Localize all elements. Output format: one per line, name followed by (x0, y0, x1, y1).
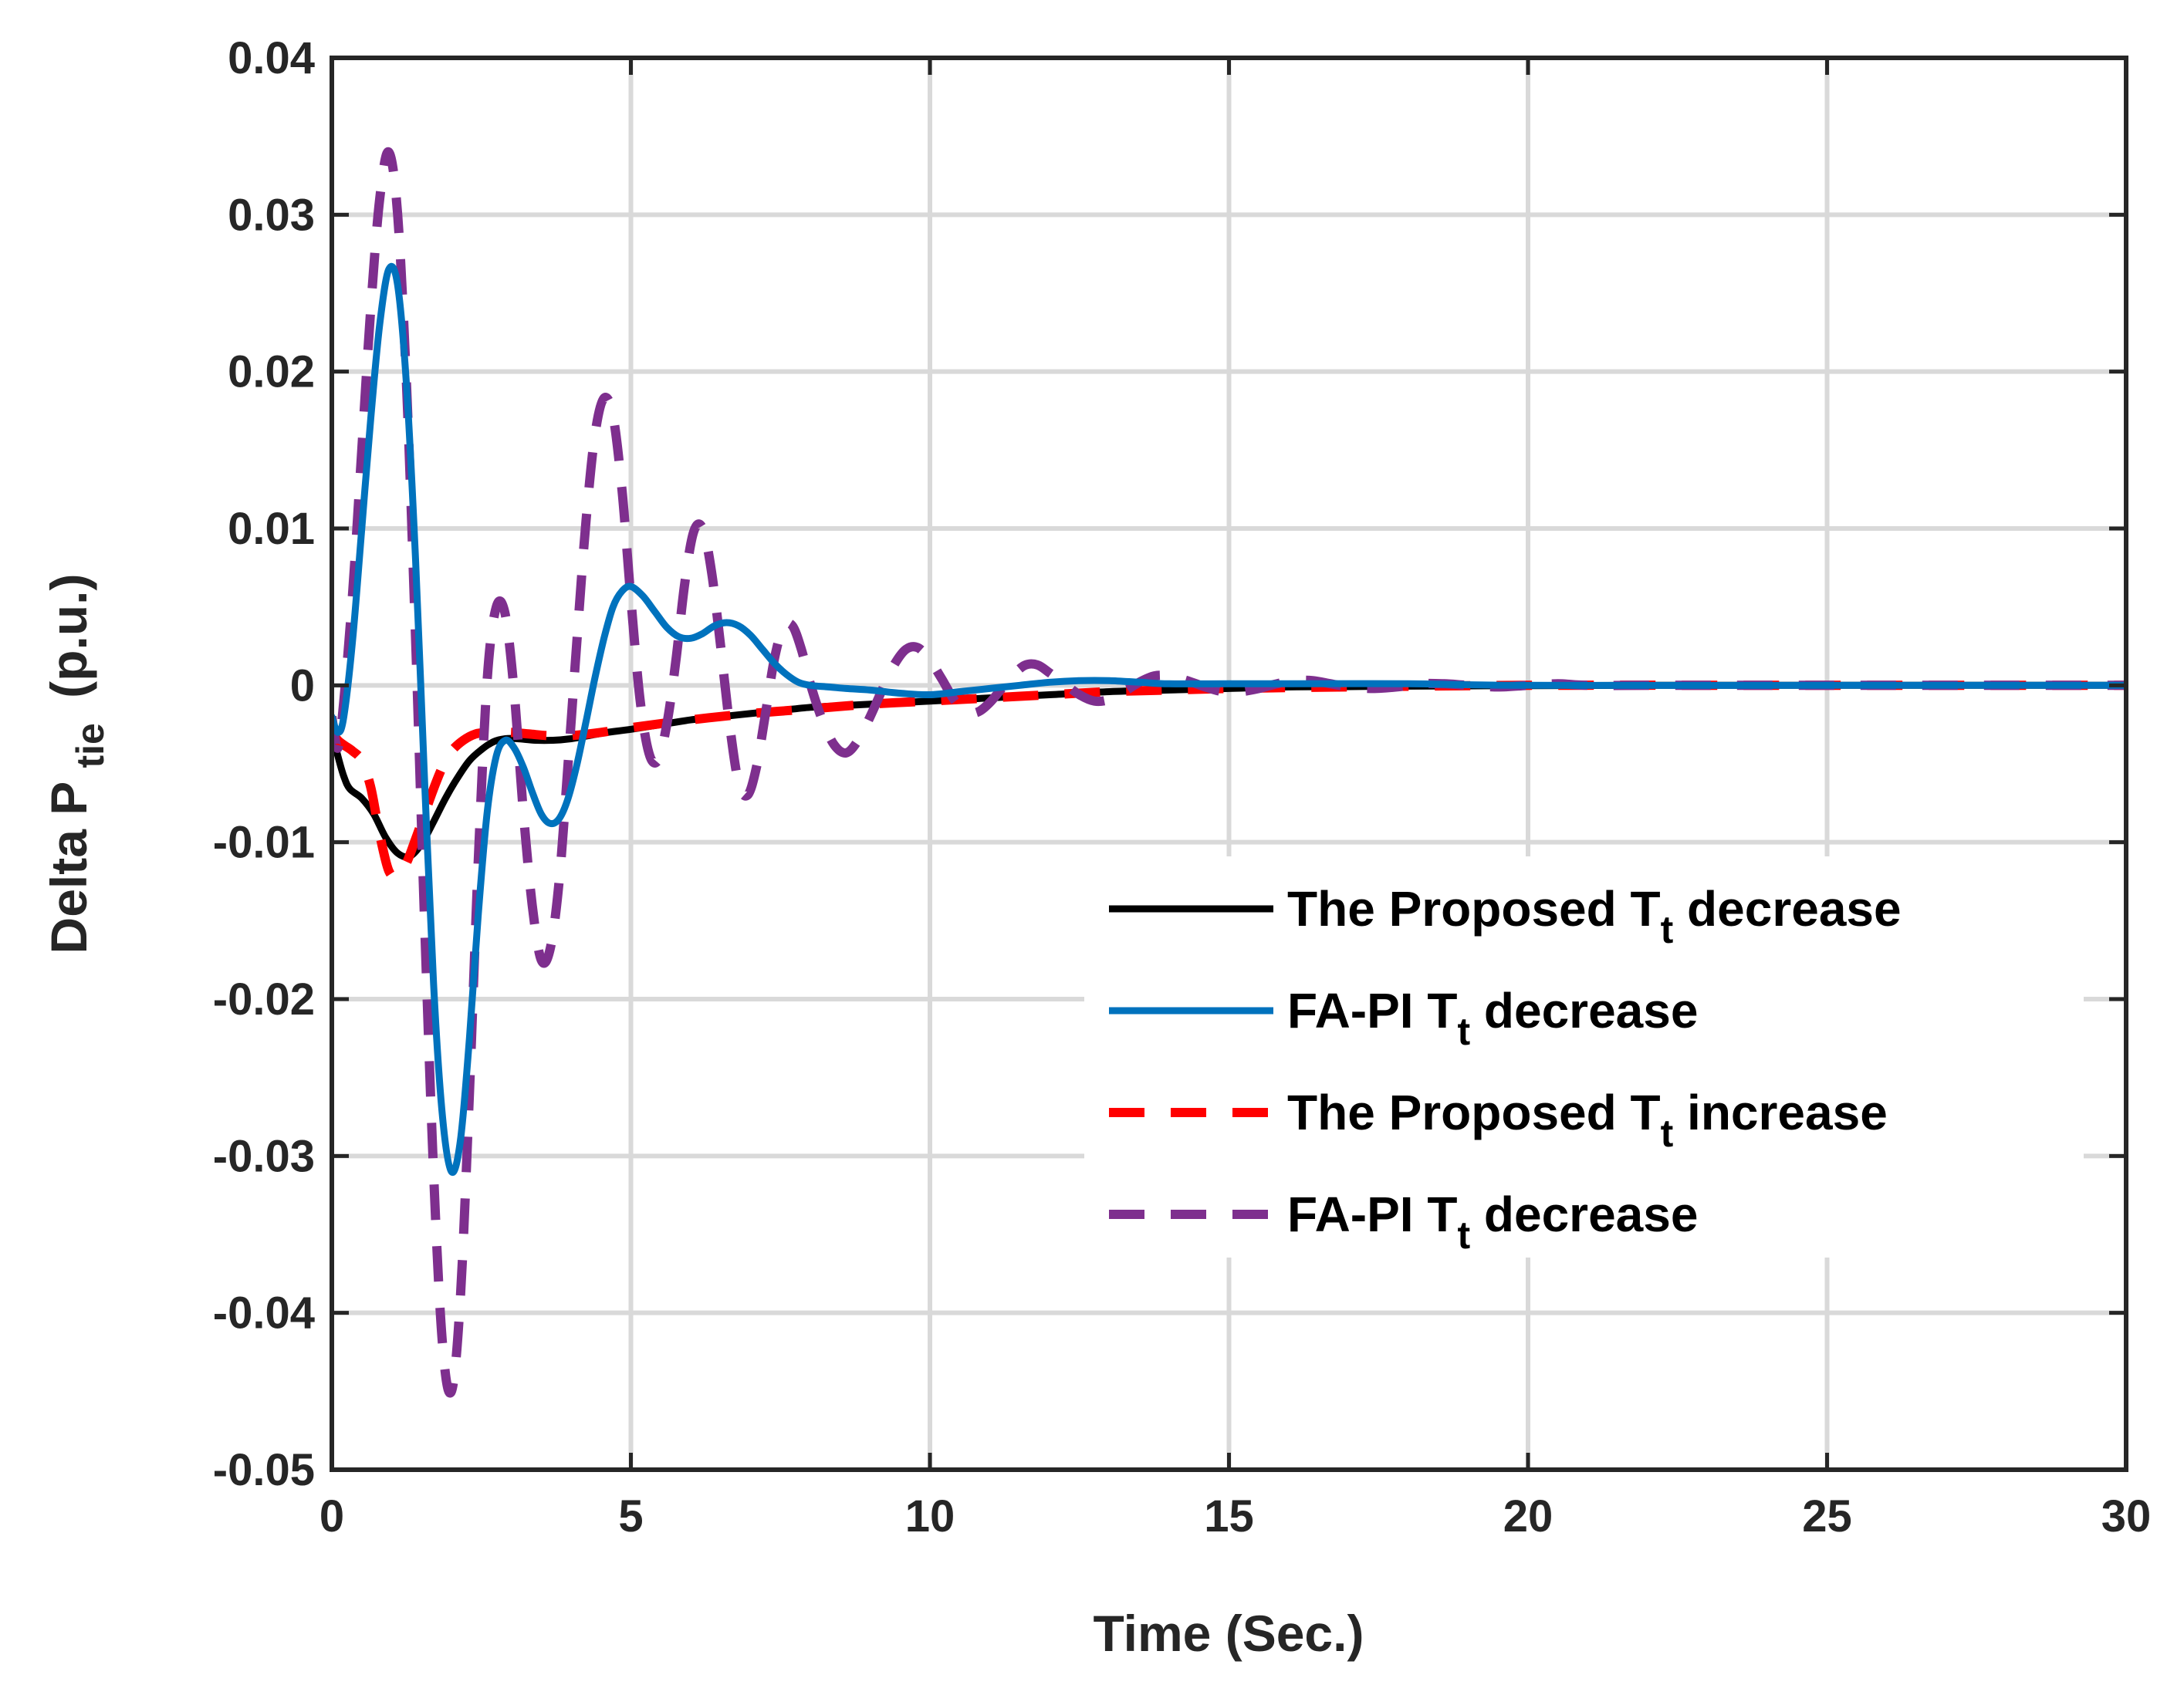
y-tick-label: -0.04 (213, 1288, 315, 1339)
legend-box (1084, 856, 2084, 1258)
legend-label: FA-PI Tt decrease (1287, 983, 1698, 1053)
legend-label-suffix: increase (1673, 1085, 1888, 1140)
legend-label-subscript: t (1661, 908, 1674, 951)
x-tick-label: 5 (618, 1491, 643, 1541)
y-axis-label-main: Delta P (40, 782, 97, 954)
y-tick-label: -0.03 (213, 1131, 315, 1181)
x-tick-label: 20 (1503, 1491, 1553, 1541)
legend-label-subscript: t (1457, 1214, 1470, 1257)
y-tick-label: 0.04 (228, 33, 315, 83)
y-tick-label: 0 (290, 660, 315, 711)
legend-item-proposed-decrease: The Proposed Tt decrease (1109, 881, 1902, 951)
legend-label-suffix: decrease (1470, 983, 1698, 1038)
legend-label-main: The Proposed T (1287, 1085, 1661, 1140)
legend-label: The Proposed Tt decrease (1287, 881, 1902, 951)
legend-item-fapi-decrease-dashed: FA-PI Tt decrease (1109, 1187, 1698, 1257)
x-tick-label: 30 (2101, 1491, 2152, 1541)
legend-label-suffix: decrease (1470, 1187, 1698, 1242)
x-tick-label: 15 (1204, 1491, 1254, 1541)
series-line-fapi-decrease (332, 262, 2126, 1177)
y-tick-label: 0.02 (228, 347, 315, 397)
series-layer (332, 147, 2126, 1398)
x-tick-label: 0 (319, 1491, 344, 1541)
y-tick-labels: -0.05 -0.04 -0.03 -0.02 -0.01 0 0.01 0.02 0.03 0.… (213, 33, 315, 1495)
legend-label-main: FA-PI T (1287, 983, 1457, 1038)
y-tick-label: 0.01 (228, 504, 315, 554)
y-tick-label: -0.02 (213, 974, 315, 1025)
legend-label-suffix: decrease (1673, 881, 1901, 937)
y-tick-label: -0.01 (213, 818, 315, 868)
y-tick-label: -0.05 (213, 1445, 315, 1495)
y-tick-label: 0.03 (228, 190, 315, 240)
tick-marks (330, 56, 2128, 1472)
x-tick-label: 10 (905, 1491, 955, 1541)
legend-label-main: The Proposed T (1287, 881, 1661, 937)
legend-label: FA-PI Tt decrease (1287, 1187, 1698, 1257)
legend-label-main: FA-PI T (1287, 1187, 1457, 1242)
legend-item-fapi-decrease: FA-PI Tt decrease (1109, 983, 1698, 1053)
legend-label-subscript: t (1661, 1112, 1674, 1155)
legend-label: The Proposed Tt increase (1287, 1085, 1888, 1155)
x-tick-labels: 0 5 10 15 20 25 30 (319, 1491, 2151, 1541)
legend-item-proposed-increase: The Proposed Tt increase (1109, 1085, 1888, 1155)
y-axis-label-suffix: (p.u.) (40, 574, 97, 698)
y-axis-label: Delta P tie (p.u.) (40, 574, 114, 954)
y-axis-label-subscript: tie (69, 723, 112, 768)
legend-label-subscript: t (1457, 1010, 1470, 1053)
x-axis-label: Time (Sec.) (1094, 1605, 1364, 1662)
x-tick-label: 25 (1802, 1491, 1852, 1541)
